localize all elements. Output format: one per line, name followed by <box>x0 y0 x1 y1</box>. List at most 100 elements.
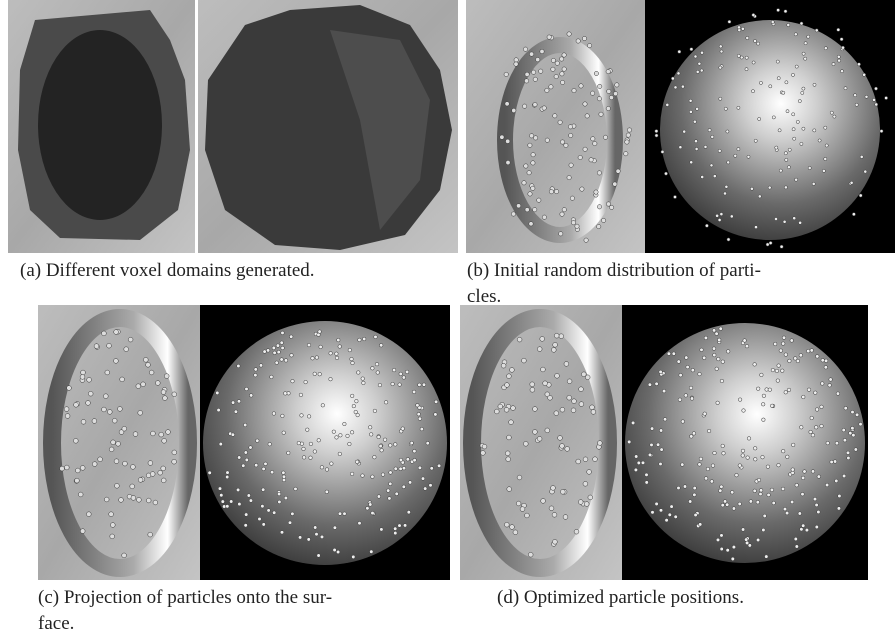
particle <box>315 356 319 360</box>
particle <box>855 103 858 106</box>
particle <box>567 175 571 179</box>
particle <box>865 95 868 98</box>
page: {"figure": {"panels": [ {"caption_lines"… <box>0 0 895 644</box>
particle <box>138 478 143 483</box>
particle <box>294 487 298 491</box>
particle <box>102 407 107 412</box>
particle <box>784 353 788 357</box>
particle <box>378 383 382 387</box>
particle <box>531 153 535 157</box>
particle <box>801 492 805 496</box>
particle <box>437 464 441 468</box>
particle <box>291 379 295 383</box>
particle <box>560 407 565 412</box>
particle <box>762 418 766 422</box>
particle <box>665 518 669 522</box>
particle <box>698 372 702 376</box>
particle <box>700 69 703 72</box>
particle <box>564 362 569 367</box>
particle <box>583 102 587 106</box>
particle <box>692 432 696 436</box>
particle <box>723 500 727 504</box>
particle <box>238 502 242 506</box>
particle <box>116 441 121 446</box>
particle <box>527 171 531 175</box>
particle <box>616 169 620 173</box>
caption: face. <box>38 613 74 634</box>
particle <box>606 106 610 110</box>
particle <box>166 430 171 435</box>
particle <box>754 458 758 462</box>
particle <box>582 36 586 40</box>
particle <box>245 458 249 462</box>
particle <box>769 241 772 244</box>
particle <box>763 514 767 518</box>
particle <box>402 485 406 489</box>
particle <box>716 214 719 217</box>
particle <box>648 383 652 387</box>
particle <box>598 84 602 88</box>
particle <box>787 166 790 169</box>
particle <box>761 455 765 459</box>
particle <box>545 428 550 433</box>
particle <box>537 436 542 441</box>
particle <box>700 51 703 54</box>
particle <box>153 500 158 505</box>
particle <box>844 406 848 410</box>
particle <box>747 155 750 158</box>
particle <box>792 113 795 116</box>
particle <box>795 65 798 68</box>
particle <box>833 460 837 464</box>
particle <box>280 341 284 345</box>
particle <box>738 502 742 506</box>
particle <box>514 58 518 62</box>
particle <box>403 524 407 528</box>
particle <box>766 243 769 246</box>
particle <box>830 111 833 114</box>
particle <box>699 457 703 461</box>
particle <box>81 419 86 424</box>
particle <box>560 140 564 144</box>
particle <box>712 347 716 351</box>
particle <box>348 348 352 352</box>
particle <box>321 404 325 408</box>
particle <box>672 352 676 356</box>
particle <box>123 461 128 466</box>
particle <box>790 339 794 343</box>
particle <box>731 557 735 561</box>
particle <box>777 9 780 12</box>
particle <box>812 182 815 185</box>
particle <box>376 371 380 375</box>
particle <box>825 144 828 147</box>
particle <box>558 120 562 124</box>
particle <box>352 555 356 559</box>
particle <box>540 337 545 342</box>
particle <box>423 487 427 491</box>
particle <box>720 379 724 383</box>
particle <box>841 46 844 49</box>
particle <box>785 158 788 161</box>
particle <box>859 422 863 426</box>
particle <box>249 394 253 398</box>
particle <box>124 347 129 352</box>
particle <box>807 388 811 392</box>
particle <box>553 539 558 544</box>
particle <box>551 58 555 62</box>
particle <box>86 401 91 406</box>
particle <box>523 47 527 51</box>
particle <box>266 349 270 353</box>
particle <box>814 391 818 395</box>
particle <box>146 362 151 367</box>
particle <box>752 61 755 64</box>
particle <box>500 135 504 139</box>
particle <box>133 432 138 437</box>
particle <box>824 126 827 129</box>
particle <box>753 363 757 367</box>
particle <box>357 371 361 375</box>
particle <box>507 374 512 379</box>
particle <box>759 489 763 493</box>
particle <box>746 36 749 39</box>
particle <box>800 528 804 532</box>
particle <box>297 441 301 445</box>
particle <box>352 404 356 408</box>
